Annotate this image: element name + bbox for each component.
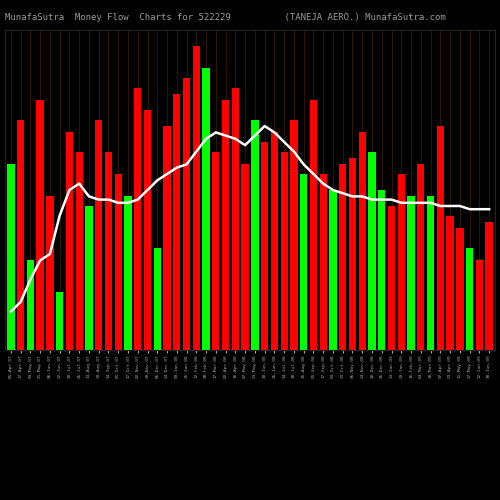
Bar <box>290 120 298 350</box>
Bar <box>105 152 112 350</box>
Bar <box>164 126 170 350</box>
Bar <box>192 46 200 350</box>
Bar <box>270 132 278 350</box>
Bar <box>261 142 268 350</box>
Bar <box>173 94 180 350</box>
Bar <box>114 174 122 350</box>
Bar <box>486 222 493 350</box>
Bar <box>7 164 14 350</box>
Bar <box>310 100 317 350</box>
Bar <box>212 152 220 350</box>
Bar <box>417 164 424 350</box>
Bar <box>222 100 230 350</box>
Bar <box>280 152 288 350</box>
Bar <box>36 100 44 350</box>
Bar <box>330 190 336 350</box>
Bar <box>76 152 83 350</box>
Bar <box>134 88 141 350</box>
Bar <box>349 158 356 350</box>
Bar <box>251 120 258 350</box>
Bar <box>232 88 239 350</box>
Bar <box>466 248 473 350</box>
Bar <box>56 292 64 350</box>
Bar <box>124 196 132 350</box>
Bar <box>446 216 454 350</box>
Bar <box>202 68 209 350</box>
Bar <box>358 132 366 350</box>
Bar <box>339 164 346 350</box>
Bar <box>154 248 161 350</box>
Bar <box>388 206 395 350</box>
Bar <box>456 228 464 350</box>
Bar <box>95 120 102 350</box>
Bar <box>242 164 249 350</box>
Bar <box>398 174 405 350</box>
Bar <box>378 190 386 350</box>
Bar <box>144 110 151 350</box>
Bar <box>408 196 414 350</box>
Bar <box>17 120 24 350</box>
Bar <box>183 78 190 350</box>
Bar <box>436 126 444 350</box>
Text: MunafaSutra  Money Flow  Charts for 522229          (TANEJA AERO.) MunafaSutra.c: MunafaSutra Money Flow Charts for 522229… <box>5 12 446 22</box>
Bar <box>476 260 483 350</box>
Bar <box>26 260 34 350</box>
Bar <box>86 206 92 350</box>
Bar <box>46 196 54 350</box>
Bar <box>368 152 376 350</box>
Bar <box>300 174 308 350</box>
Bar <box>66 132 73 350</box>
Bar <box>427 196 434 350</box>
Bar <box>320 174 327 350</box>
